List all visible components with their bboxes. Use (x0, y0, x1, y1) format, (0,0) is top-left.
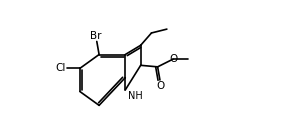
Text: NH: NH (127, 91, 142, 101)
Text: O: O (157, 81, 165, 91)
Text: O: O (169, 54, 177, 64)
Text: Cl: Cl (56, 63, 66, 73)
Text: Br: Br (90, 31, 102, 41)
